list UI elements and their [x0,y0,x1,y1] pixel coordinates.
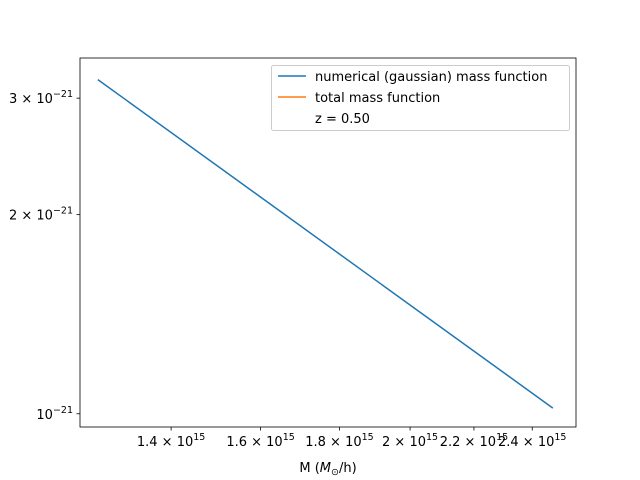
plot-frame [79,57,577,428]
legend-label-total: total mass function [315,91,440,106]
y-tick-label: 10−21 [36,405,73,423]
series-line-0 [97,79,554,409]
x-tick-label: 2.2 × 1015 [440,432,508,450]
legend: numerical (gaussian) mass function total… [271,65,570,131]
x-axis-label: M (M⊙/h) [299,461,356,478]
data-layer [97,79,554,409]
x-tick-label: 2 × 1015 [382,432,438,450]
x-tick-label: 1.6 × 1015 [226,432,294,450]
legend-annotation-redshift: z = 0.50 [315,112,370,127]
ticks-layer: 1.4 × 1015 1.6 × 1015 1.8 × 1015 2 × 1015 2.… [9,89,567,450]
legend-box [271,65,570,131]
y-tick-label: 3 × 10−21 [9,89,73,107]
y-tick-label: 2 × 10−21 [9,206,73,224]
legend-label-numerical: numerical (gaussian) mass function [315,70,547,85]
x-tick-label: 2.4 × 1015 [498,432,566,450]
x-tick-label: 1.4 × 1015 [137,432,205,450]
x-tick-label: 1.8 × 1015 [305,432,373,450]
